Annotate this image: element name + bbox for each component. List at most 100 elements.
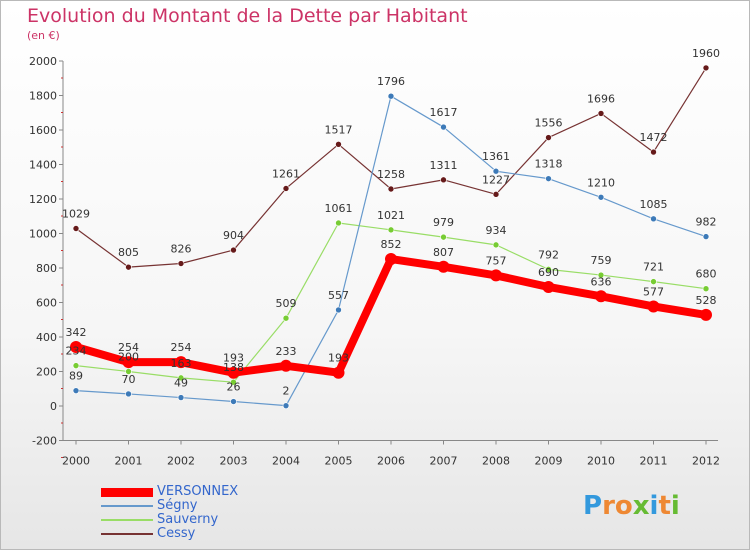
data-label: 528 — [696, 294, 717, 307]
legend-label: VERSONNEX — [157, 484, 239, 499]
legend-label: Ségny — [157, 498, 198, 513]
logo-letter: x — [632, 491, 650, 521]
data-label: 805 — [118, 246, 139, 259]
data-point — [230, 378, 237, 386]
legend-label: Cessy — [157, 526, 196, 541]
data-label: 577 — [643, 285, 664, 298]
data-point — [440, 233, 447, 241]
data-label: 680 — [696, 268, 717, 281]
data-point — [650, 148, 657, 156]
data-point — [282, 185, 290, 192]
y-tick-label: 400 — [36, 331, 57, 344]
data-point — [335, 219, 342, 227]
data-label: 721 — [643, 261, 664, 274]
data-point — [700, 308, 712, 321]
chart-subtitle: (en €) — [27, 29, 60, 42]
data-label: 1210 — [587, 176, 615, 189]
legend-swatch — [101, 533, 153, 535]
data-label: 254 — [171, 341, 192, 354]
data-point — [177, 260, 185, 267]
data-point — [280, 359, 292, 372]
data-point — [125, 390, 132, 398]
data-point — [597, 193, 605, 201]
data-label: 1617 — [430, 106, 458, 119]
logo-letter: r — [602, 491, 615, 521]
logo-letter: P — [583, 491, 603, 521]
data-point — [177, 374, 185, 382]
data-label: 636 — [591, 275, 612, 288]
data-label: 792 — [538, 248, 559, 261]
y-tick-label: 1000 — [29, 228, 57, 241]
data-label: 1227 — [482, 173, 510, 186]
data-point — [437, 260, 450, 273]
data-label: 807 — [433, 246, 454, 259]
y-tick-label: 200 — [36, 366, 57, 379]
y-tick-label: -200 — [32, 435, 57, 448]
data-point — [545, 134, 552, 141]
data-point — [72, 225, 80, 232]
data-point — [542, 280, 555, 293]
data-label: 193 — [328, 352, 349, 365]
logo-letter: o — [614, 491, 633, 521]
data-point — [227, 366, 240, 379]
data-label: 1085 — [640, 198, 668, 211]
x-tick-label: 2008 — [482, 455, 510, 468]
data-point — [177, 394, 185, 401]
chart-title: Evolution du Montant de la Dette par Hab… — [27, 5, 468, 27]
x-tick-label: 2007 — [430, 455, 458, 468]
data-label: 826 — [171, 243, 192, 256]
data-point — [230, 398, 237, 405]
data-label: 1029 — [62, 207, 90, 220]
data-point — [702, 233, 710, 240]
data-label: 254 — [118, 341, 139, 354]
data-label: 557 — [328, 289, 349, 302]
data-point — [387, 92, 395, 100]
data-point — [545, 175, 552, 182]
data-label: 852 — [381, 238, 402, 251]
data-point — [72, 387, 80, 394]
data-label: 1472 — [640, 131, 668, 144]
data-point — [440, 176, 447, 184]
data-point — [335, 306, 342, 314]
y-tick-label: 600 — [36, 297, 57, 310]
data-point — [595, 290, 607, 303]
x-tick-label: 2003 — [220, 455, 248, 468]
data-label: 509 — [276, 297, 297, 310]
data-point — [230, 246, 237, 254]
data-point — [125, 263, 132, 271]
proxiti-logo: Proxiti — [583, 491, 680, 521]
legend-swatch — [101, 505, 153, 507]
data-label: 1021 — [377, 209, 405, 222]
x-tick-label: 2000 — [62, 455, 90, 468]
legend-swatch — [101, 487, 153, 497]
data-point — [385, 253, 397, 266]
data-point — [490, 269, 502, 282]
x-tick-label: 2005 — [325, 455, 353, 468]
data-label: 1556 — [535, 117, 563, 130]
data-point — [332, 366, 345, 379]
data-point — [492, 167, 500, 175]
data-label: 89 — [69, 370, 83, 383]
data-point — [387, 185, 395, 193]
data-label: 200 — [118, 351, 139, 364]
x-tick-label: 2001 — [115, 455, 143, 468]
y-tick-label: 1400 — [29, 159, 57, 172]
x-tick-label: 2009 — [535, 455, 563, 468]
data-point — [125, 368, 132, 375]
legend-swatch — [101, 519, 153, 521]
data-label: 1318 — [535, 158, 563, 171]
data-point — [545, 266, 552, 273]
legend-label: Sauverny — [157, 512, 219, 527]
data-label: 163 — [171, 357, 192, 370]
data-label: 49 — [174, 377, 188, 390]
data-label: 1960 — [692, 47, 720, 60]
legend-item: Ségny — [101, 498, 281, 513]
logo-letter: t — [658, 491, 671, 521]
y-tick-label: 1200 — [29, 193, 57, 206]
x-tick-label: 2002 — [167, 455, 195, 468]
y-tick-label: 1600 — [29, 124, 57, 137]
data-label: 234 — [66, 345, 87, 358]
x-tick-label: 2011 — [640, 455, 668, 468]
